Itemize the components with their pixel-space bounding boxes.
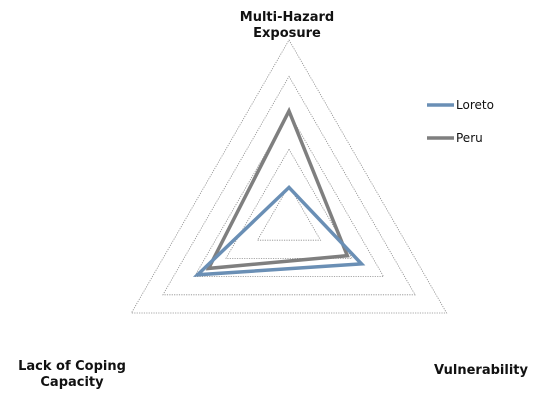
axis-label-lack-of-coping-capacity-line-2: Capacity — [40, 375, 104, 390]
legend-label-peru: Peru — [456, 131, 483, 145]
axis-label-vulnerability: Vulnerability — [434, 363, 528, 378]
legend: Loreto Peru — [427, 98, 494, 145]
axis-label-vulnerability-line-1: Vulnerability — [434, 363, 528, 378]
legend-entry-loreto: Loreto — [427, 98, 494, 112]
series-layer — [192, 106, 366, 277]
axis-label-lack-of-coping-capacity-line-1: Lack of Coping — [18, 359, 126, 374]
axis-label-multi-hazard-exposure: Multi-Hazard Exposure — [240, 10, 334, 41]
legend-label-loreto: Loreto — [456, 98, 494, 112]
axis-label-lack-of-coping-capacity: Lack of Coping Capacity — [18, 359, 126, 390]
grid-ring-5 — [130, 39, 448, 314]
axis-labels: Multi-Hazard Exposure Vulnerability Lack of… — [18, 10, 528, 390]
axis-label-multi-hazard-exposure-line-2: Exposure — [253, 26, 321, 41]
grid-ring-1 — [256, 184, 322, 241]
axis-label-multi-hazard-exposure-line-1: Multi-Hazard — [240, 10, 334, 25]
series-peru-line — [205, 106, 350, 271]
legend-entry-peru: Peru — [427, 131, 483, 145]
grid-ring-2 — [225, 148, 353, 259]
series-loreto-line — [192, 184, 366, 277]
grid-layer — [130, 39, 448, 314]
grid-ring-3 — [193, 112, 385, 278]
